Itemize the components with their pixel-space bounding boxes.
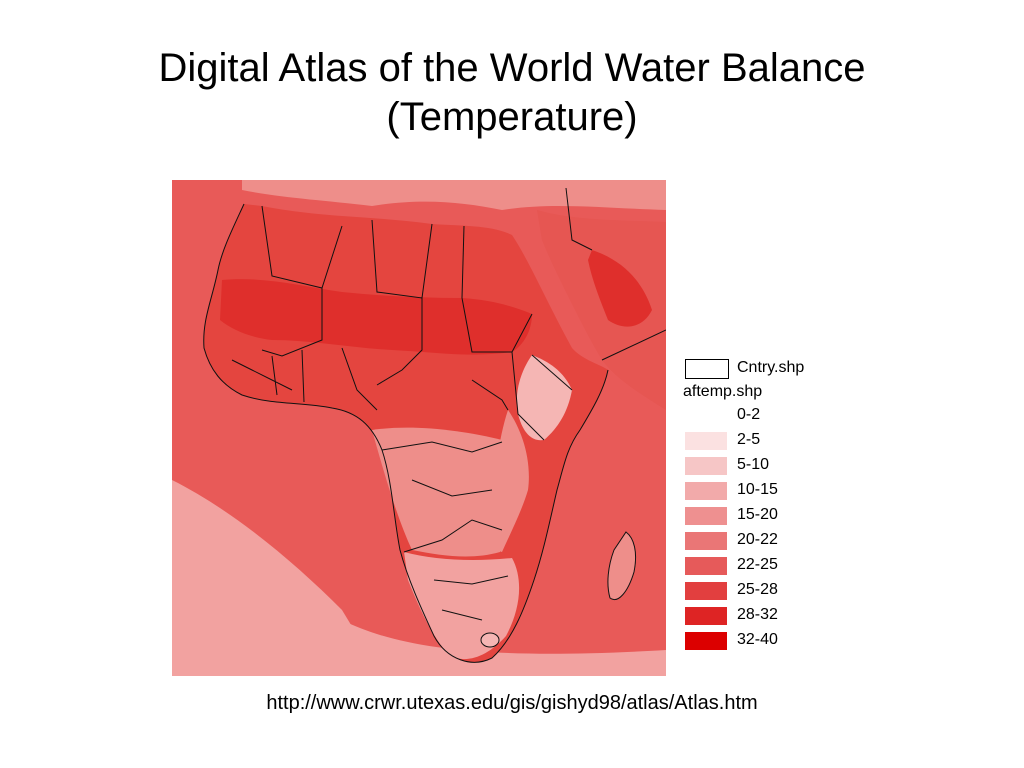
legend-class-swatch bbox=[685, 557, 727, 575]
legend-value-layer-label: aftemp.shp bbox=[683, 383, 763, 400]
legend-class-swatch bbox=[685, 632, 727, 650]
legend-class-row: 32-40 bbox=[683, 629, 843, 651]
legend-class-swatch bbox=[685, 482, 727, 500]
legend-class-row: 25-28 bbox=[683, 579, 843, 601]
map-east-highlands bbox=[516, 355, 572, 441]
legend-country-swatch bbox=[685, 359, 729, 379]
map-lesotho bbox=[480, 632, 500, 648]
legend-class-row: 15-20 bbox=[683, 504, 843, 526]
map-cool-ocean-southwest bbox=[172, 480, 382, 676]
legend-class-label: 0-2 bbox=[737, 406, 761, 423]
legend-class-swatch bbox=[685, 607, 727, 625]
legend-class-label: 25-28 bbox=[737, 581, 778, 598]
slide-title: Digital Atlas of the World Water Balance… bbox=[0, 44, 1024, 142]
legend-class-row: 2-5 bbox=[683, 429, 843, 451]
map-country-borders bbox=[203, 187, 666, 663]
slide-title-line2: (Temperature) bbox=[386, 95, 638, 139]
legend-class-swatch bbox=[685, 582, 727, 600]
legend-class-swatch bbox=[685, 507, 727, 525]
legend-class-row: 0-2 bbox=[683, 404, 843, 426]
legend-class-swatch bbox=[685, 457, 727, 475]
legend-class-swatch bbox=[685, 407, 727, 425]
map-hot-sahara bbox=[220, 279, 532, 355]
source-url: http://www.crwr.utexas.edu/gis/gishyd98/… bbox=[266, 692, 758, 714]
slide-title-line1: Digital Atlas of the World Water Balance bbox=[158, 46, 866, 90]
legend-class-label: 2-5 bbox=[737, 431, 761, 448]
legend-class-label: 22-25 bbox=[737, 556, 778, 573]
map-europe bbox=[242, 180, 666, 210]
legend-country-label: Cntry.shp bbox=[737, 359, 805, 376]
legend-class-swatch bbox=[685, 532, 727, 550]
map-mediterranean bbox=[262, 196, 572, 231]
legend-class-swatch bbox=[685, 432, 727, 450]
legend-class-label: 28-32 bbox=[737, 606, 778, 623]
map-central-africa bbox=[372, 427, 508, 557]
legend-class-row: 28-32 bbox=[683, 604, 843, 626]
legend-class-label: 15-20 bbox=[737, 506, 778, 523]
map-hot-arabia bbox=[588, 250, 652, 327]
africa-temperature-map bbox=[172, 180, 666, 676]
legend-class-label: 10-15 bbox=[737, 481, 778, 498]
map-cool-ocean-south bbox=[332, 620, 666, 676]
map-arabia bbox=[537, 210, 666, 410]
legend-class-label: 20-22 bbox=[737, 531, 778, 548]
legend-class-row: 5-10 bbox=[683, 454, 843, 476]
legend-class-row: 10-15 bbox=[683, 479, 843, 501]
legend-class-row: 22-25 bbox=[683, 554, 843, 576]
legend-class-label: 5-10 bbox=[737, 456, 770, 473]
legend-class-row: 20-22 bbox=[683, 529, 843, 551]
legend-class-label: 32-40 bbox=[737, 631, 778, 648]
map-madagascar bbox=[607, 531, 637, 600]
